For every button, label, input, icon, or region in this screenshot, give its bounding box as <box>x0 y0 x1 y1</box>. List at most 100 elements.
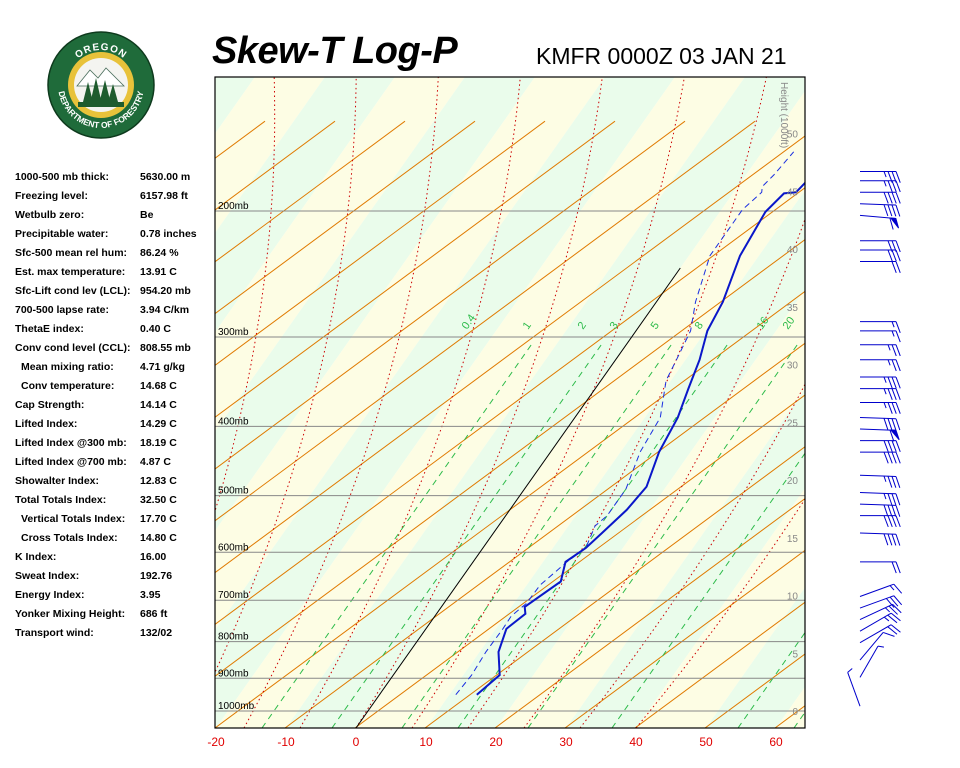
index-value: 6157.98 ft <box>140 190 188 202</box>
index-row: Showalter Index: 12.83 C <box>15 472 215 491</box>
wind-barb <box>860 376 901 389</box>
wind-barb <box>859 645 885 678</box>
pressure-label: 400mb <box>218 416 249 427</box>
barb-flag <box>883 533 889 546</box>
dry-adiabat <box>215 120 756 522</box>
barb-flag <box>887 192 893 204</box>
index-value: 5630.00 m <box>140 171 191 183</box>
dry-adiabat <box>494 497 805 728</box>
height-tick-label: 35 <box>787 303 799 314</box>
index-row: Transport wind: 132/02 <box>15 624 215 643</box>
moist-adiabat <box>411 77 685 728</box>
index-label: Precipitable water: <box>15 228 109 240</box>
barb-flag <box>895 505 901 517</box>
index-row: Est. max temperature: 13.91 C <box>15 263 215 282</box>
index-value: 16.00 <box>140 551 167 563</box>
barb-flag <box>887 388 893 400</box>
barb-staff <box>859 583 894 597</box>
barb-flag <box>891 240 897 253</box>
barb-flag <box>895 493 901 506</box>
barb-flag <box>887 240 893 253</box>
index-row: Precipitable water: 0.78 inches <box>15 225 215 244</box>
barb-flag <box>887 515 893 528</box>
x-tick-label: -20 <box>207 735 225 749</box>
moist-adiabat <box>355 77 603 728</box>
barb-flag <box>891 476 897 488</box>
barb-half-flag <box>883 493 887 500</box>
dry-adiabat <box>215 238 805 677</box>
barb-flag <box>895 359 901 372</box>
mixing-ratio-line <box>457 342 729 728</box>
barb-flag <box>895 249 901 262</box>
pressure-label: 600mb <box>218 542 249 553</box>
barb-half-flag <box>891 330 895 337</box>
barb-staff <box>859 532 896 535</box>
barb-flag <box>887 180 893 193</box>
pressure-label: 300mb <box>218 327 249 338</box>
index-row: Energy Index: 3.95 <box>15 586 215 605</box>
barb-flag <box>888 605 898 615</box>
barb-staff <box>859 503 896 506</box>
mixing-ratio-label: 1 <box>521 320 534 332</box>
barb-staff <box>859 474 896 477</box>
dry-adiabat <box>215 290 805 728</box>
barb-flag <box>891 440 897 452</box>
moist-adiabat <box>467 77 767 728</box>
barb-flag <box>889 217 894 230</box>
barb-flag <box>883 504 889 517</box>
barb-flag <box>895 171 901 183</box>
temperature-line <box>476 181 805 696</box>
index-value: 3.95 <box>140 589 161 601</box>
index-label: Total Totals Index: <box>15 494 107 506</box>
dry-adiabat <box>0 121 195 728</box>
index-label: ThetaE index: <box>15 323 84 335</box>
barb-flag <box>895 388 901 400</box>
wind-barb <box>859 203 901 217</box>
barb-flag <box>895 240 901 253</box>
wind-barb <box>860 401 901 414</box>
barb-staff <box>859 645 879 678</box>
index-value: 12.83 C <box>140 475 177 487</box>
barb-flag <box>887 504 893 517</box>
index-value: 192.76 <box>140 570 173 582</box>
barb-flag <box>887 171 893 183</box>
barb-flag <box>895 451 901 464</box>
wind-barb <box>859 595 903 609</box>
barb-flag <box>895 330 901 343</box>
dry-adiabat <box>564 549 805 728</box>
wind-barb <box>860 344 901 357</box>
barb-half-flag <box>883 616 890 622</box>
height-tick-label: 45 <box>787 187 799 198</box>
index-label: Transport wind: <box>15 627 94 639</box>
index-label: Mean mixing ratio: <box>21 361 114 373</box>
dry-adiabat <box>215 135 805 574</box>
x-tick-label: 50 <box>699 735 713 749</box>
index-label: 1000-500 mb thick: <box>15 171 109 183</box>
barb-pennant <box>889 217 900 229</box>
barb-flag <box>887 204 893 217</box>
barb-flag <box>895 344 901 357</box>
barb-flag <box>887 451 893 464</box>
index-row: 1000-500 mb thick: 5630.00 m <box>15 168 215 187</box>
barb-staff <box>847 672 861 707</box>
x-tick-label: 60 <box>769 735 783 749</box>
wind-barb <box>859 532 901 546</box>
barb-flag <box>887 493 893 506</box>
index-label: Conv temperature: <box>21 380 115 392</box>
mixing-ratio-line <box>527 342 799 728</box>
barb-flag <box>895 261 901 273</box>
index-value: 4.71 g/kg <box>140 361 185 373</box>
height-tick-label: 50 <box>787 130 799 141</box>
dry-adiabat <box>845 121 960 728</box>
barb-half-flag <box>883 171 887 178</box>
barb-flag <box>887 533 893 546</box>
dry-adiabat <box>354 394 805 728</box>
barb-flag <box>887 614 898 624</box>
index-row: Lifted Index @300 mb: 18.19 C <box>15 434 215 453</box>
index-value: 0.78 inches <box>140 228 197 240</box>
index-row: Lifted Index @700 mb: 4.87 C <box>15 453 215 472</box>
index-value: 86.24 % <box>140 247 179 259</box>
barb-half-flag <box>883 180 887 187</box>
barb-flag <box>887 402 893 414</box>
index-value: 686 ft <box>140 608 168 620</box>
